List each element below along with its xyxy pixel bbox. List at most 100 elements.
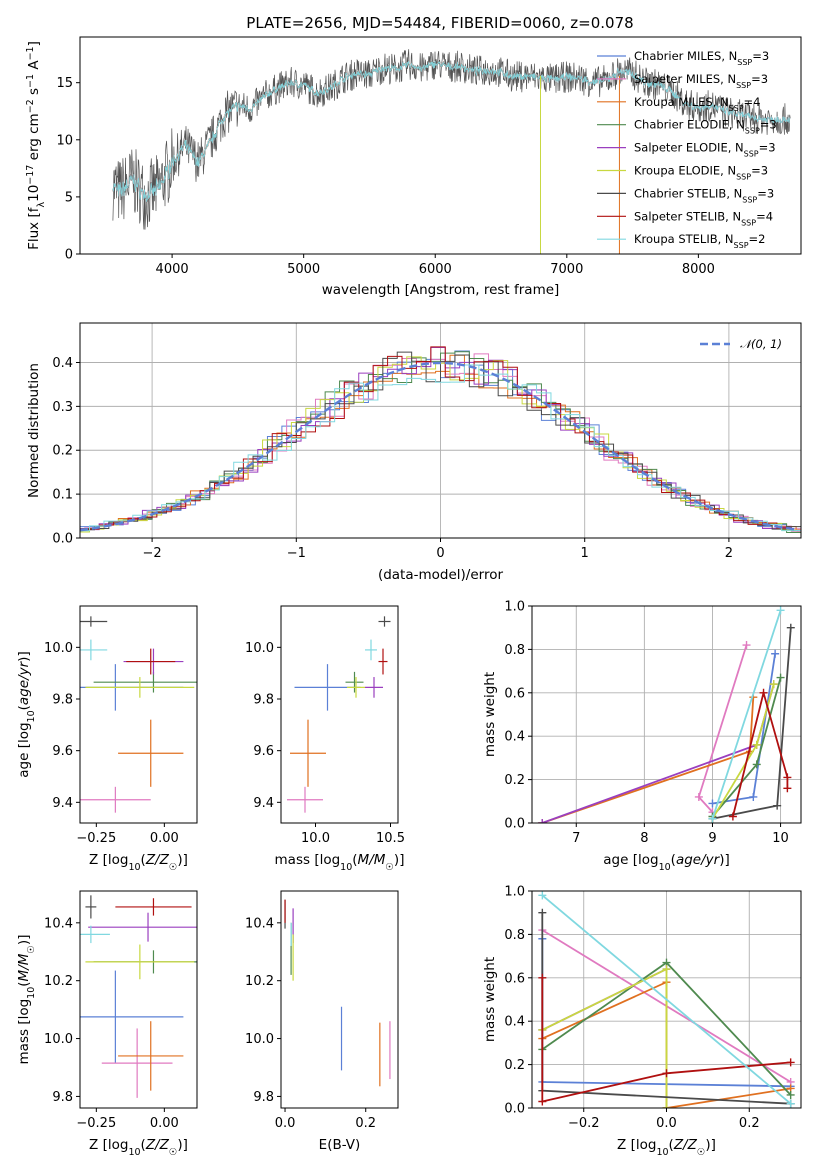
x-tick-label: 0.00 — [150, 1116, 179, 1131]
weight-point-marker — [662, 965, 671, 974]
weight-series-line — [732, 689, 789, 817]
x-tick-label: 8000 — [682, 262, 715, 277]
y-tick-label: 0.2 — [504, 1058, 525, 1073]
errorbar-point — [88, 912, 197, 942]
errorbar-point — [378, 616, 391, 627]
weight-point-marker — [662, 1104, 671, 1108]
y-tick-label: 0.3 — [52, 400, 73, 415]
errorbar-point — [80, 925, 110, 944]
y-tick-label: 9.8 — [52, 693, 73, 708]
frame-age_vs_mass: 10.0 10.5 9.4 9.6 9.8 10.0 — [245, 605, 405, 846]
line-layer — [538, 891, 795, 1108]
y-tick-label: 9.4 — [253, 796, 274, 811]
x-tick-label: 0.0 — [656, 1116, 677, 1131]
weight-point-marker — [759, 688, 768, 697]
errorbar-point — [115, 898, 192, 916]
y-tick-label: 9.8 — [253, 1090, 274, 1105]
y-tick-label: 0.6 — [504, 971, 525, 986]
legend: 𝒩(0, 1) — [700, 337, 782, 351]
legend-label: Salpeter STELIB, NSSP=4 — [634, 209, 773, 227]
legend-label: Chabrier MILES, NSSP=3 — [634, 49, 769, 67]
x-tick-label: 7 — [572, 831, 580, 846]
y-tick-label: 0.2 — [504, 773, 525, 788]
legend-label: Kroupa STELIB, NSSP=2 — [634, 232, 765, 250]
frame-residuals: −2 −1 0 1 2 0.0 0.1 0.2 0.3 0.4 — [52, 322, 802, 561]
plot-frame — [79, 890, 198, 1109]
legend-label: Chabrier ELODIE, NSSP=3 — [634, 118, 777, 136]
y-axis-label: Normed distribution — [26, 363, 42, 498]
spectrum-lines — [112, 49, 791, 254]
errorbar-point — [126, 648, 176, 675]
plot-frame — [280, 890, 399, 1109]
y-tick-label: 10.0 — [245, 641, 274, 656]
frame-mass_vs_Z: −0.25 0.00 9.8 10.0 10.2 10.4 — [44, 890, 198, 1131]
legend-label: Salpeter ELODIE, NSSP=3 — [634, 141, 776, 159]
plot-frame — [79, 605, 198, 824]
weight-point-marker — [538, 819, 547, 823]
weight-point-marker — [728, 812, 737, 821]
y-tick-label: 10.4 — [245, 916, 274, 931]
y-tick-label: 0.8 — [504, 928, 525, 943]
spectrum-series-line — [112, 60, 620, 203]
y-tick-label: 0 — [65, 248, 73, 263]
errorbar-point — [287, 786, 323, 813]
frame-mass_weight_vs_age: 7 8 9 10 0.0 0.2 0.4 0.6 0.8 1.0 — [504, 600, 802, 846]
errorbar-point — [365, 677, 383, 698]
x-tick-label: 1 — [581, 546, 589, 561]
x-tick-label: 7000 — [550, 262, 583, 277]
x-tick-label: 5000 — [287, 262, 320, 277]
x-axis-label: E(B-V) — [319, 1137, 361, 1153]
x-axis-label: age [log10(age/yr)] — [603, 852, 729, 873]
y-tick-label: 0.4 — [52, 356, 73, 371]
x-tick-label: 8 — [640, 831, 648, 846]
spectrum-series-line — [112, 60, 620, 203]
y-tick-label: 10 — [56, 133, 73, 148]
legend-label: 𝒩(0, 1) — [740, 337, 782, 351]
y-tick-label: 10.2 — [44, 974, 73, 989]
frame-spectrum: 4000 5000 6000 7000 8000 0 5 10 15 — [56, 36, 802, 277]
y-axis-label: mass weight — [482, 672, 498, 757]
weight-point-marker — [538, 973, 547, 982]
y-tick-label: 0.0 — [504, 1102, 525, 1117]
errorbar-point — [378, 648, 388, 675]
weight-point-marker — [773, 801, 782, 810]
x-axis-label: Z [log10(Z/Z☉)] — [89, 852, 188, 873]
y-axis-label: mass [log10(M/M☉)] — [16, 935, 37, 1065]
line-layer — [538, 606, 795, 823]
y-tick-label: 10.0 — [245, 1032, 274, 1047]
errorbar-point — [101, 1028, 173, 1098]
y-tick-label: 10.4 — [44, 916, 73, 931]
y-tick-label: 9.8 — [253, 693, 274, 708]
y-tick-label: 0.6 — [504, 686, 525, 701]
x-tick-label: −0.2 — [568, 1116, 600, 1131]
x-tick-label: 0.2 — [355, 1116, 376, 1131]
plot-frame — [79, 36, 802, 255]
x-tick-label: 0.0 — [275, 1116, 296, 1131]
y-tick-label: 10.0 — [44, 1032, 73, 1047]
histogram-layer — [80, 346, 801, 534]
legend-label: Chabrier STELIB, NSSP=3 — [634, 186, 774, 204]
weight-series-line — [541, 683, 775, 823]
legend-label: Kroupa MILES, NSSP=4 — [634, 95, 760, 113]
weight-point-marker — [783, 784, 792, 793]
spectrum-series-line — [112, 60, 791, 203]
errorbar-point — [80, 970, 184, 1064]
y-tick-label: 0.1 — [52, 488, 73, 503]
plot-frame — [280, 605, 399, 824]
y-axis-label: Flux [fλ10−17 erg cm−2 s−1 A−1] — [25, 41, 47, 250]
errorbar-point — [347, 677, 365, 698]
weight-series-line — [711, 610, 782, 819]
x-tick-label: 0 — [436, 546, 444, 561]
x-tick-label: 10 — [772, 831, 789, 846]
x-tick-label: −2 — [143, 546, 162, 561]
weight-point-marker — [694, 792, 703, 801]
x-tick-label: 4000 — [156, 262, 189, 277]
x-axis-label: Z [log10(Z/Z☉)] — [89, 1137, 188, 1158]
normal-reference-curve — [80, 361, 799, 532]
frame-age_vs_Z: −0.25 0.00 9.4 9.6 9.8 10.0 — [44, 605, 198, 846]
histogram-series — [80, 364, 801, 532]
y-axis-label: mass weight — [482, 957, 498, 1042]
y-tick-label: 10.2 — [245, 974, 274, 989]
errorbar-point — [365, 639, 377, 661]
weight-point-marker — [742, 641, 751, 650]
